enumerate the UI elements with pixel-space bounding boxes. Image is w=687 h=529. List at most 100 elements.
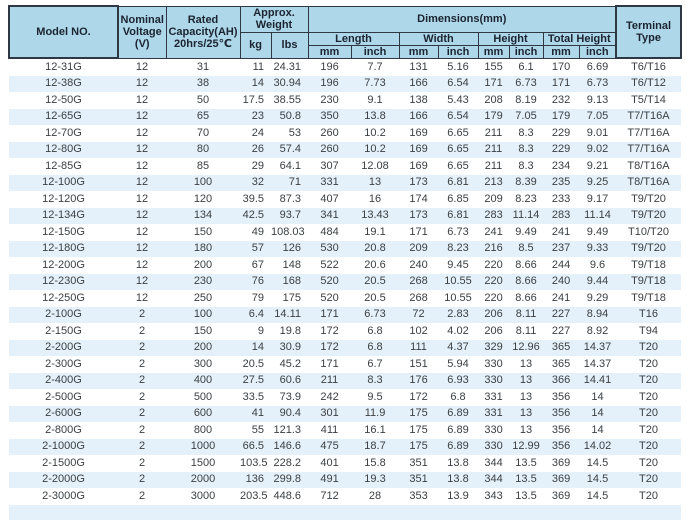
length-mm: 172	[320, 324, 339, 337]
lbs: 73.9	[279, 390, 302, 403]
table-row: 12-200G 12 200 67 148 522 20.6 240 9.45 220 8.66 24…	[9, 257, 682, 274]
height-inch: 8.23	[515, 192, 537, 205]
terminal-type: T7/T16A	[627, 126, 670, 139]
voltage: 2	[138, 407, 146, 420]
total-height-inch: 8.92	[586, 324, 609, 337]
table-row: 2-500G 2 500 33.5 73.9 242 9.5 172 6.8 331 13 356 14…	[9, 389, 682, 406]
width-mm: 111	[410, 341, 427, 354]
length-inch: 9.1	[367, 93, 383, 106]
model-no: 2-100G	[45, 308, 82, 321]
height-mm: 329	[484, 341, 503, 354]
length-inch: 7.7	[367, 60, 383, 73]
voltage: 2	[138, 341, 146, 354]
voltage: 12	[135, 275, 149, 288]
height-mm: 211	[484, 126, 503, 139]
width-mm: 173	[409, 176, 428, 189]
height-inch: 13.5	[515, 456, 537, 469]
length-inch: 13.8	[364, 110, 386, 123]
total-height-mm: 369	[551, 456, 571, 469]
length-mm: 301	[320, 407, 339, 420]
header-dimensions: Dimensions(mm)	[307, 5, 617, 33]
width-inch: 6.8	[450, 390, 466, 403]
height-inch: 11.14	[512, 209, 540, 222]
total-height-inch: 14	[591, 407, 604, 420]
kg: 103.5	[240, 456, 268, 469]
total-height-mm: 233	[551, 192, 571, 205]
model-no: 2-800G	[45, 423, 82, 436]
width-inch: 6.89	[447, 423, 469, 436]
width-mm: 172	[409, 390, 428, 403]
capacity: 134	[193, 209, 213, 222]
length-inch: 16.1	[364, 423, 386, 436]
capacity: 100	[193, 308, 213, 321]
total-height-mm: 240	[551, 275, 571, 288]
lbs: 448.6	[273, 489, 302, 502]
height-mm: 216	[484, 242, 503, 255]
width-mm: 268	[409, 291, 428, 304]
width-mm: 171	[409, 225, 428, 238]
header-length: Length	[307, 31, 400, 46]
capacity: 31	[196, 60, 210, 73]
battery-spec-table: Model NO. Nominal Voltage (V) Rated Capa…	[8, 5, 683, 520]
length-mm: 520	[320, 291, 339, 304]
width-mm: 72	[412, 308, 425, 321]
model-no: 12-200G	[42, 258, 85, 271]
width-inch: 6.89	[447, 407, 469, 420]
table-row: 12-150G 12 150 49 108.03 484 19.1 171 6.73 241 9.4…	[9, 224, 682, 241]
total-height-inch: 6.73	[586, 77, 609, 90]
kg: 32	[251, 176, 264, 189]
header-approx-weight: Approx. Weight	[239, 5, 309, 33]
length-inch: 8.3	[367, 374, 383, 387]
header-width-inch: inch	[437, 44, 479, 59]
capacity: 200	[193, 341, 213, 354]
lbs: 148	[282, 258, 302, 271]
width-mm: 169	[409, 143, 428, 156]
kg: 67	[251, 258, 264, 271]
total-height-mm: 356	[551, 390, 571, 403]
kg: 49	[251, 225, 264, 238]
capacity: 230	[193, 275, 213, 288]
voltage: 2	[138, 456, 146, 469]
kg: 26	[251, 143, 264, 156]
table-row: 12-100G 12 100 32 71 331 13 173 6.81 213 8.39 235 9.…	[9, 174, 682, 191]
height-inch: 13	[519, 357, 533, 370]
height-inch: 6.1	[518, 60, 534, 73]
voltage: 12	[135, 110, 149, 123]
width-inch: 10.55	[444, 275, 472, 288]
width-inch: 2.83	[447, 308, 469, 321]
capacity: 200	[193, 258, 213, 271]
height-inch: 6.73	[515, 77, 537, 90]
width-mm: 175	[409, 440, 428, 453]
width-mm: 151	[409, 357, 428, 370]
voltage: 2	[138, 489, 146, 502]
lbs: 24.31	[273, 60, 302, 73]
voltage: 12	[135, 126, 149, 139]
capacity: 400	[193, 374, 213, 387]
width-inch: 8.23	[447, 242, 469, 255]
capacity: 2000	[190, 473, 216, 486]
capacity: 150	[193, 324, 213, 337]
height-mm: 343	[484, 489, 503, 502]
total-height-inch: 8.94	[586, 308, 609, 321]
terminal-type: T9/T18	[631, 291, 666, 304]
height-inch: 7.05	[515, 110, 537, 123]
kg: 76	[251, 275, 264, 288]
total-height-inch: 14.37	[583, 341, 612, 354]
model-no: 12-180G	[42, 242, 85, 255]
length-inch: 15.8	[364, 456, 386, 469]
total-height-inch: 7.05	[586, 110, 609, 123]
capacity: 1000	[190, 440, 216, 453]
height-inch: 8.66	[515, 258, 537, 271]
lbs: 90.4	[279, 407, 302, 420]
header-terminal-type: Terminal Type	[615, 5, 683, 59]
model-no: 12-80G	[45, 143, 82, 156]
lbs: 71	[288, 176, 302, 189]
table-row: 12-85G 12 85 29 64.1 307 12.08 169 6.65 211 8.3 234…	[9, 158, 682, 175]
header-length-mm: mm	[307, 44, 352, 59]
width-inch: 9.45	[447, 258, 469, 271]
total-height-mm: 241	[551, 291, 571, 304]
terminal-type: T6/T12	[631, 77, 666, 90]
table-row: 12-230G 12 230 76 168 520 20.5 268 10.55 220 8.66 2…	[9, 273, 682, 290]
capacity: 800	[193, 423, 213, 436]
kg: 24	[251, 126, 264, 139]
